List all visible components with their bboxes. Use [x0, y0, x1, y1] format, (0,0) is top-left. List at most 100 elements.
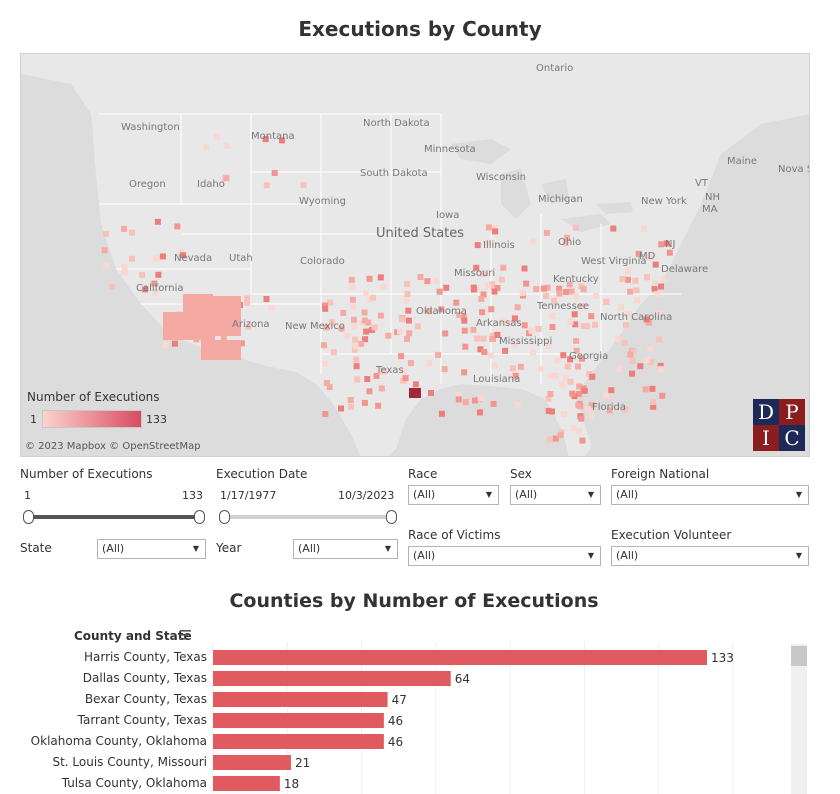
county-marker[interactable] — [640, 226, 647, 233]
county-marker[interactable] — [329, 319, 336, 326]
county-marker[interactable] — [616, 365, 623, 372]
county-marker[interactable] — [494, 285, 501, 291]
county-marker[interactable] — [417, 274, 424, 280]
county-marker[interactable] — [223, 142, 230, 149]
county-marker[interactable] — [109, 283, 116, 290]
county-marker[interactable] — [657, 366, 664, 373]
county-marker[interactable] — [353, 363, 360, 370]
county-marker[interactable] — [476, 409, 483, 416]
county-marker[interactable] — [572, 321, 579, 328]
county-marker[interactable] — [438, 306, 445, 313]
county-marker[interactable] — [369, 294, 376, 301]
sex-select[interactable]: (All) ▼ — [510, 485, 601, 505]
county-marker[interactable] — [238, 340, 245, 347]
county-marker[interactable] — [366, 275, 373, 282]
county-marker[interactable] — [655, 311, 662, 318]
county-marker[interactable] — [443, 284, 450, 291]
county-marker[interactable] — [642, 386, 649, 393]
county-marker[interactable] — [490, 336, 496, 342]
county-marker[interactable] — [480, 291, 487, 298]
county-marker[interactable] — [603, 299, 610, 305]
county-marker[interactable] — [474, 335, 481, 342]
county-marker[interactable] — [547, 436, 553, 443]
county-marker[interactable] — [576, 390, 583, 397]
county-marker[interactable] — [263, 182, 270, 189]
state-select[interactable]: (All) ▼ — [97, 539, 206, 559]
county-marker[interactable] — [648, 359, 654, 366]
county-marker[interactable] — [340, 309, 347, 316]
county-marker[interactable] — [562, 374, 569, 381]
county-marker[interactable] — [649, 385, 656, 392]
county-marker[interactable] — [593, 292, 599, 299]
county-marker[interactable] — [244, 295, 250, 302]
bar[interactable] — [213, 713, 384, 728]
county-marker[interactable] — [462, 343, 469, 350]
county-marker[interactable] — [461, 317, 468, 324]
county-marker[interactable] — [533, 286, 540, 293]
county-marker[interactable] — [223, 175, 230, 182]
county-marker[interactable] — [592, 321, 598, 328]
map-attribution[interactable]: © 2023 Mapbox © OpenStreetMap — [25, 441, 201, 452]
county-marker[interactable] — [142, 286, 149, 293]
county-marker[interactable] — [654, 291, 661, 297]
county-marker[interactable] — [564, 363, 571, 370]
county-marker[interactable] — [614, 335, 621, 342]
county-marker[interactable] — [245, 323, 252, 330]
county-marker[interactable] — [424, 278, 431, 285]
county-marker[interactable] — [523, 280, 530, 287]
county-marker[interactable] — [103, 231, 110, 237]
county-marker[interactable] — [211, 296, 241, 336]
county-marker[interactable] — [153, 255, 160, 262]
bar[interactable] — [213, 776, 280, 791]
county-marker[interactable] — [658, 241, 665, 248]
county-marker[interactable] — [426, 360, 433, 367]
county-marker[interactable] — [575, 363, 582, 370]
county-marker[interactable] — [618, 304, 625, 311]
county-marker[interactable] — [327, 299, 334, 306]
county-marker[interactable] — [322, 302, 328, 309]
county-marker[interactable] — [479, 309, 486, 316]
county-marker[interactable] — [511, 342, 518, 349]
county-marker[interactable] — [352, 336, 359, 343]
county-marker[interactable] — [453, 299, 460, 306]
county-marker[interactable] — [562, 289, 569, 295]
county-marker[interactable] — [344, 332, 351, 339]
county-marker[interactable] — [589, 373, 596, 380]
exec-date-slider-min-handle[interactable] — [219, 510, 230, 524]
county-marker[interactable] — [400, 368, 407, 375]
county-marker[interactable] — [545, 395, 552, 402]
county-marker[interactable] — [660, 276, 667, 282]
county-marker[interactable] — [625, 276, 631, 283]
county-marker[interactable] — [637, 363, 644, 370]
county-marker[interactable] — [354, 376, 361, 383]
county-marker[interactable] — [323, 324, 330, 331]
county-marker[interactable] — [489, 332, 496, 339]
county-marker[interactable] — [578, 283, 585, 290]
county-marker[interactable] — [578, 355, 585, 362]
county-marker[interactable] — [551, 297, 558, 304]
county-marker[interactable] — [575, 402, 582, 409]
county-marker[interactable] — [201, 340, 241, 360]
county-marker[interactable] — [519, 289, 526, 296]
county-marker[interactable] — [428, 390, 434, 396]
county-marker[interactable] — [154, 218, 161, 225]
county-marker[interactable] — [545, 407, 552, 414]
county-marker[interactable] — [441, 366, 448, 373]
county-marker[interactable] — [300, 182, 307, 189]
county-marker[interactable] — [349, 296, 356, 303]
county-marker[interactable] — [405, 317, 412, 324]
county-marker[interactable] — [244, 299, 251, 306]
county-marker[interactable] — [511, 315, 518, 322]
county-marker[interactable] — [477, 346, 484, 353]
county-marker[interactable] — [621, 339, 628, 346]
num-exec-slider-track[interactable] — [28, 515, 204, 519]
county-marker[interactable] — [407, 360, 414, 367]
county-marker[interactable] — [535, 325, 542, 332]
county-marker[interactable] — [588, 402, 595, 409]
exec-date-slider-track[interactable] — [224, 515, 394, 519]
county-marker[interactable] — [101, 247, 108, 254]
county-marker[interactable] — [583, 323, 590, 330]
county-marker[interactable] — [155, 271, 162, 278]
county-marker[interactable] — [521, 265, 528, 272]
county-marker[interactable] — [171, 340, 178, 347]
